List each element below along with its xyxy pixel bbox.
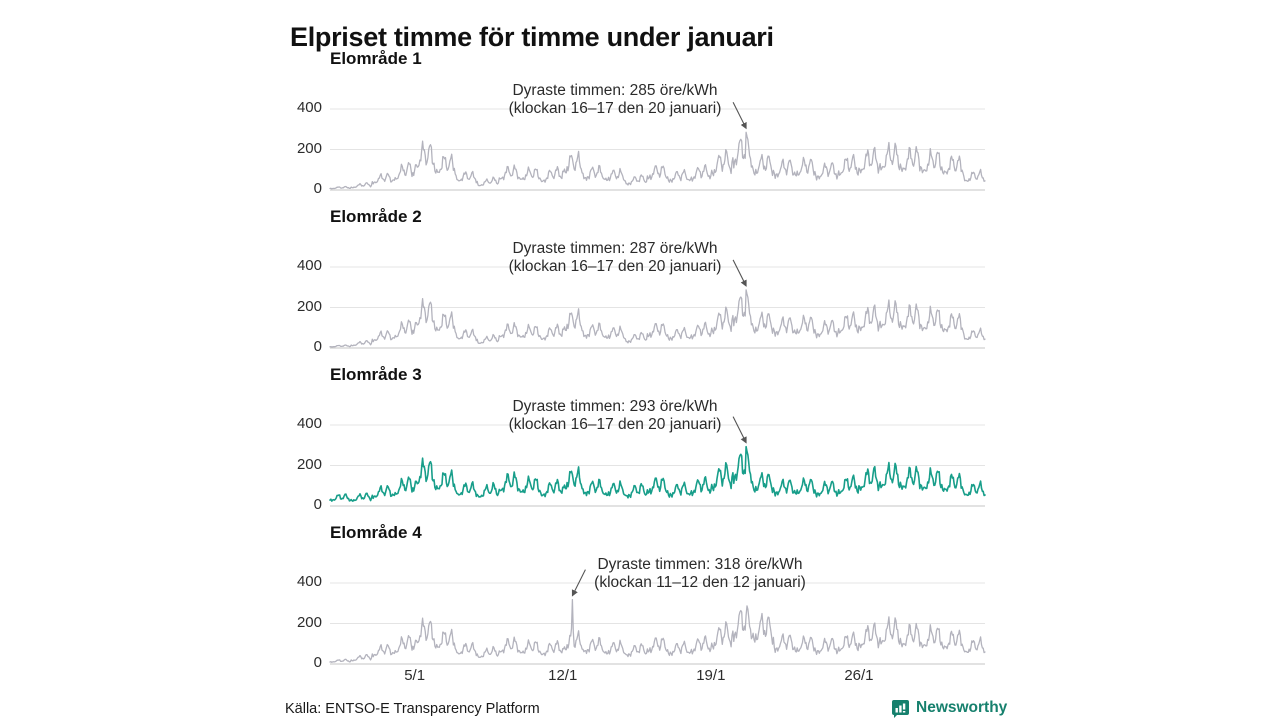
- peak-annotation-line2: (klockan 16–17 den 20 januari): [508, 258, 722, 275]
- newsworthy-logo[interactable]: Newsworthy: [891, 697, 1007, 719]
- peak-annotation-line1: Dyraste timmen: 318 öre/kWh: [597, 556, 803, 573]
- chart-elomrade-2: Elområde 2 400 200 0 Dyraste timmen: 287…: [0, 204, 1280, 362]
- x-tick-label: 19/1: [696, 667, 726, 684]
- y-tick-label: 400: [296, 573, 322, 590]
- peak-annotation-line2: (klockan 16–17 den 20 januari): [508, 416, 722, 433]
- line-chart-svg: [329, 416, 986, 507]
- y-tick-label: 400: [296, 99, 322, 116]
- peak-annotation-line2: (klockan 11–12 den 12 januari): [594, 574, 806, 591]
- x-tick-label: 12/1: [548, 667, 578, 684]
- y-tick-label: 200: [296, 456, 322, 473]
- y-tick-label: 400: [296, 415, 322, 432]
- peak-annotation: Dyraste timmen: 285 öre/kWh (klockan 16–…: [455, 82, 775, 118]
- y-tick-label: 0: [313, 654, 322, 671]
- logo-text: Newsworthy: [916, 699, 1008, 716]
- y-tick-label: 0: [313, 180, 322, 197]
- y-tick-label: 400: [296, 257, 322, 274]
- x-axis: 5/1 12/1 19/1 26/1: [0, 667, 1280, 687]
- x-tick-label: 5/1: [404, 667, 426, 684]
- chart-subtitle: Elområde 3: [330, 365, 422, 384]
- source-attribution: Källa: ENTSO-E Transparency Platform: [285, 701, 540, 717]
- chart-elomrade-3: Elområde 3 400 200 0 Dyraste timmen: 293…: [0, 362, 1280, 520]
- peak-annotation: Dyraste timmen: 293 öre/kWh (klockan 16–…: [455, 398, 775, 434]
- line-chart-svg: [329, 102, 986, 191]
- chart-elomrade-1: Elområde 1 400 200 0 Dyraste timmen: 285…: [0, 46, 1280, 204]
- line-chart-svg: [329, 569, 986, 665]
- peak-annotation-line2: (klockan 16–17 den 20 januari): [508, 100, 722, 117]
- y-tick-label: 0: [313, 496, 322, 513]
- y-tick-label: 200: [296, 140, 322, 157]
- chart-subtitle: Elområde 4: [330, 523, 422, 542]
- peak-annotation-line1: Dyraste timmen: 287 öre/kWh: [512, 240, 718, 257]
- peak-annotation: Dyraste timmen: 287 öre/kWh (klockan 16–…: [455, 240, 775, 276]
- y-tick-label: 200: [296, 614, 322, 631]
- peak-annotation-line1: Dyraste timmen: 293 öre/kWh: [512, 398, 718, 415]
- chart-subtitle: Elområde 1: [330, 49, 422, 68]
- bar-chart-bubble-icon: [892, 699, 909, 718]
- y-tick-label: 200: [296, 298, 322, 315]
- chart-subtitle: Elområde 2: [330, 207, 422, 226]
- x-tick-label: 26/1: [844, 667, 874, 684]
- line-chart-svg: [329, 259, 986, 349]
- page-title: Elpriset timme för timme under januari: [290, 22, 774, 53]
- peak-annotation-line1: Dyraste timmen: 285 öre/kWh: [512, 82, 718, 99]
- peak-annotation: Dyraste timmen: 318 öre/kWh (klockan 11–…: [540, 556, 860, 592]
- y-tick-label: 0: [313, 338, 322, 355]
- chart-elomrade-4: Elområde 4 400 200 0 Dyraste timmen: 318…: [0, 520, 1280, 678]
